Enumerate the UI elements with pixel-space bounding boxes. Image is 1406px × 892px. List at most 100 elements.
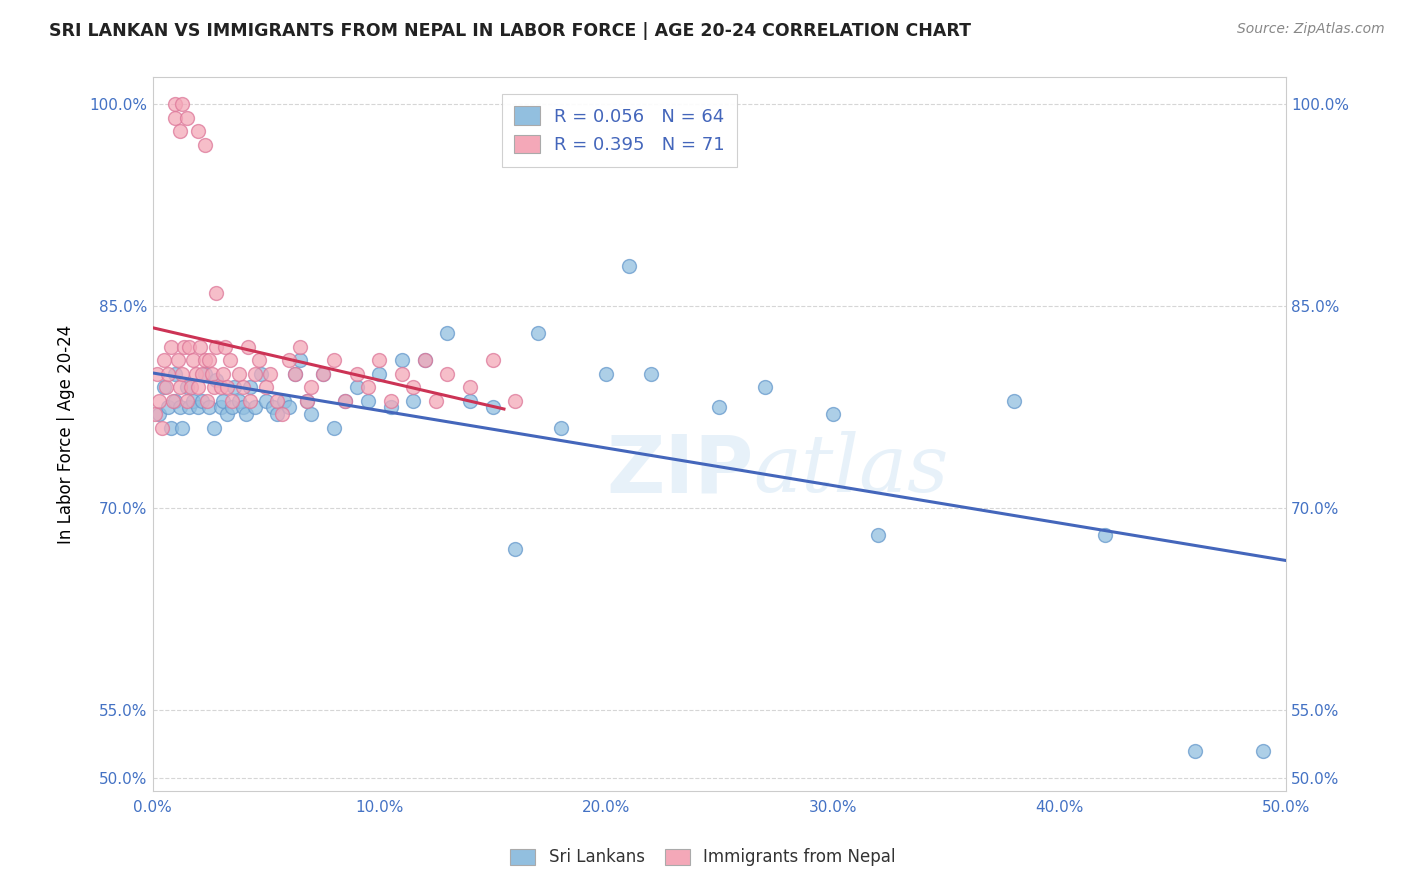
Point [503,393,526,408]
Point [239,393,262,408]
Point [187,380,209,394]
Point [709,401,731,415]
Point [187,124,209,138]
Point [335,393,357,408]
Point [194,137,217,152]
Point [413,353,436,368]
Point [195,393,218,408]
Point [200,367,222,381]
Point [180,380,202,394]
Point [183,393,205,408]
Point [205,340,228,354]
Point [346,367,368,381]
Point [212,367,235,381]
Point [754,380,776,394]
Point [266,393,288,408]
Point [436,326,458,341]
Point [368,367,391,381]
Point [288,340,311,354]
Point [380,393,402,408]
Point [232,380,254,394]
Point [177,340,200,354]
Point [184,367,207,381]
Point [194,353,217,368]
Point [481,353,503,368]
Point [148,393,170,408]
Point [262,401,284,415]
Point [172,97,194,112]
Point [232,401,254,415]
Point [165,367,187,381]
Point [250,367,273,381]
Point [1002,393,1025,408]
Legend: R = 0.056   N = 64, R = 0.395   N = 71: R = 0.056 N = 64, R = 0.395 N = 71 [502,94,737,167]
Point [335,393,357,408]
Point [288,353,311,368]
Point [148,407,170,421]
Point [143,407,166,421]
Point [391,353,413,368]
Point [205,374,228,388]
Point [153,380,176,394]
Point [173,340,195,354]
Point [357,393,380,408]
Point [159,340,181,354]
Point [243,401,266,415]
Point [595,367,617,381]
Point [866,528,889,542]
Point [299,407,322,421]
Point [172,367,194,381]
Point [1094,528,1116,542]
Point [295,393,318,408]
Point [346,380,368,394]
Point [157,401,180,415]
Point [402,380,425,394]
Point [259,367,281,381]
Point [162,393,184,408]
Point [177,401,200,415]
Point [221,393,243,408]
Point [323,420,346,434]
Point [235,407,257,421]
Y-axis label: In Labor Force | Age 20-24: In Labor Force | Age 20-24 [58,325,75,544]
Text: SRI LANKAN VS IMMIGRANTS FROM NEPAL IN LABOR FORCE | AGE 20-24 CORRELATION CHART: SRI LANKAN VS IMMIGRANTS FROM NEPAL IN L… [49,22,972,40]
Point [209,380,232,394]
Point [209,401,232,415]
Point [380,401,402,415]
Point [266,407,288,421]
Point [413,353,436,368]
Point [391,367,413,381]
Point [155,380,177,394]
Point [273,393,295,408]
Point [221,401,243,415]
Point [277,353,299,368]
Point [311,367,333,381]
Point [236,340,259,354]
Point [458,393,481,408]
Point [481,401,503,415]
Point [277,401,299,415]
Point [436,367,458,381]
Point [150,420,173,434]
Point [176,393,198,408]
Point [425,393,447,408]
Text: Source: ZipAtlas.com: Source: ZipAtlas.com [1237,22,1385,37]
Point [169,401,191,415]
Point [165,111,187,125]
Point [165,393,187,408]
Point [202,380,225,394]
Point [550,420,572,434]
Point [254,380,277,394]
Point [159,420,181,434]
Point [295,393,318,408]
Point [1253,744,1275,758]
Point [503,541,526,556]
Point [176,380,198,394]
Point [191,393,214,408]
Point [640,367,662,381]
Legend: Sri Lankans, Immigrants from Nepal: Sri Lankans, Immigrants from Nepal [503,842,903,873]
Point [284,367,307,381]
Text: ZIP: ZIP [606,431,754,509]
Point [243,367,266,381]
Point [153,353,176,368]
